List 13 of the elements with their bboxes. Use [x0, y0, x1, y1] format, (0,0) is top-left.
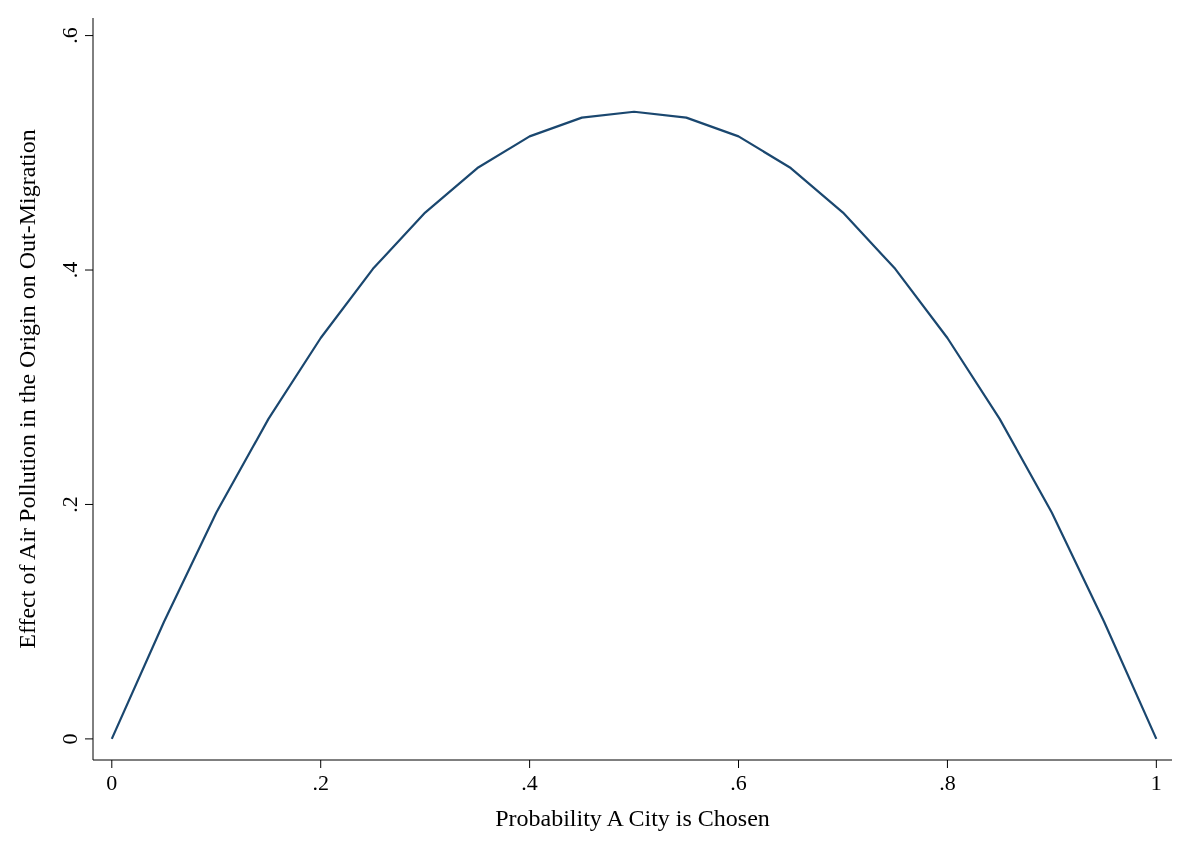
x-tick-label: .4: [521, 770, 538, 795]
x-tick-label: .8: [939, 770, 956, 795]
y-tick-label: .6: [57, 27, 82, 44]
x-tick-label: 0: [106, 770, 118, 795]
x-tick-label: .2: [312, 770, 329, 795]
x-axis-title: Probability A City is Chosen: [495, 805, 770, 831]
x-tick-label: 1: [1150, 770, 1162, 795]
x-tick-label: .6: [730, 770, 747, 795]
y-tick-label: .4: [57, 261, 82, 279]
y-tick-label: .2: [57, 496, 82, 513]
y-axis-title: Effect of Air Pollution in the Origin on Out-Migration: [13, 129, 40, 649]
y-tick-label: 0: [57, 733, 82, 745]
line-series: [110, 110, 1158, 740]
